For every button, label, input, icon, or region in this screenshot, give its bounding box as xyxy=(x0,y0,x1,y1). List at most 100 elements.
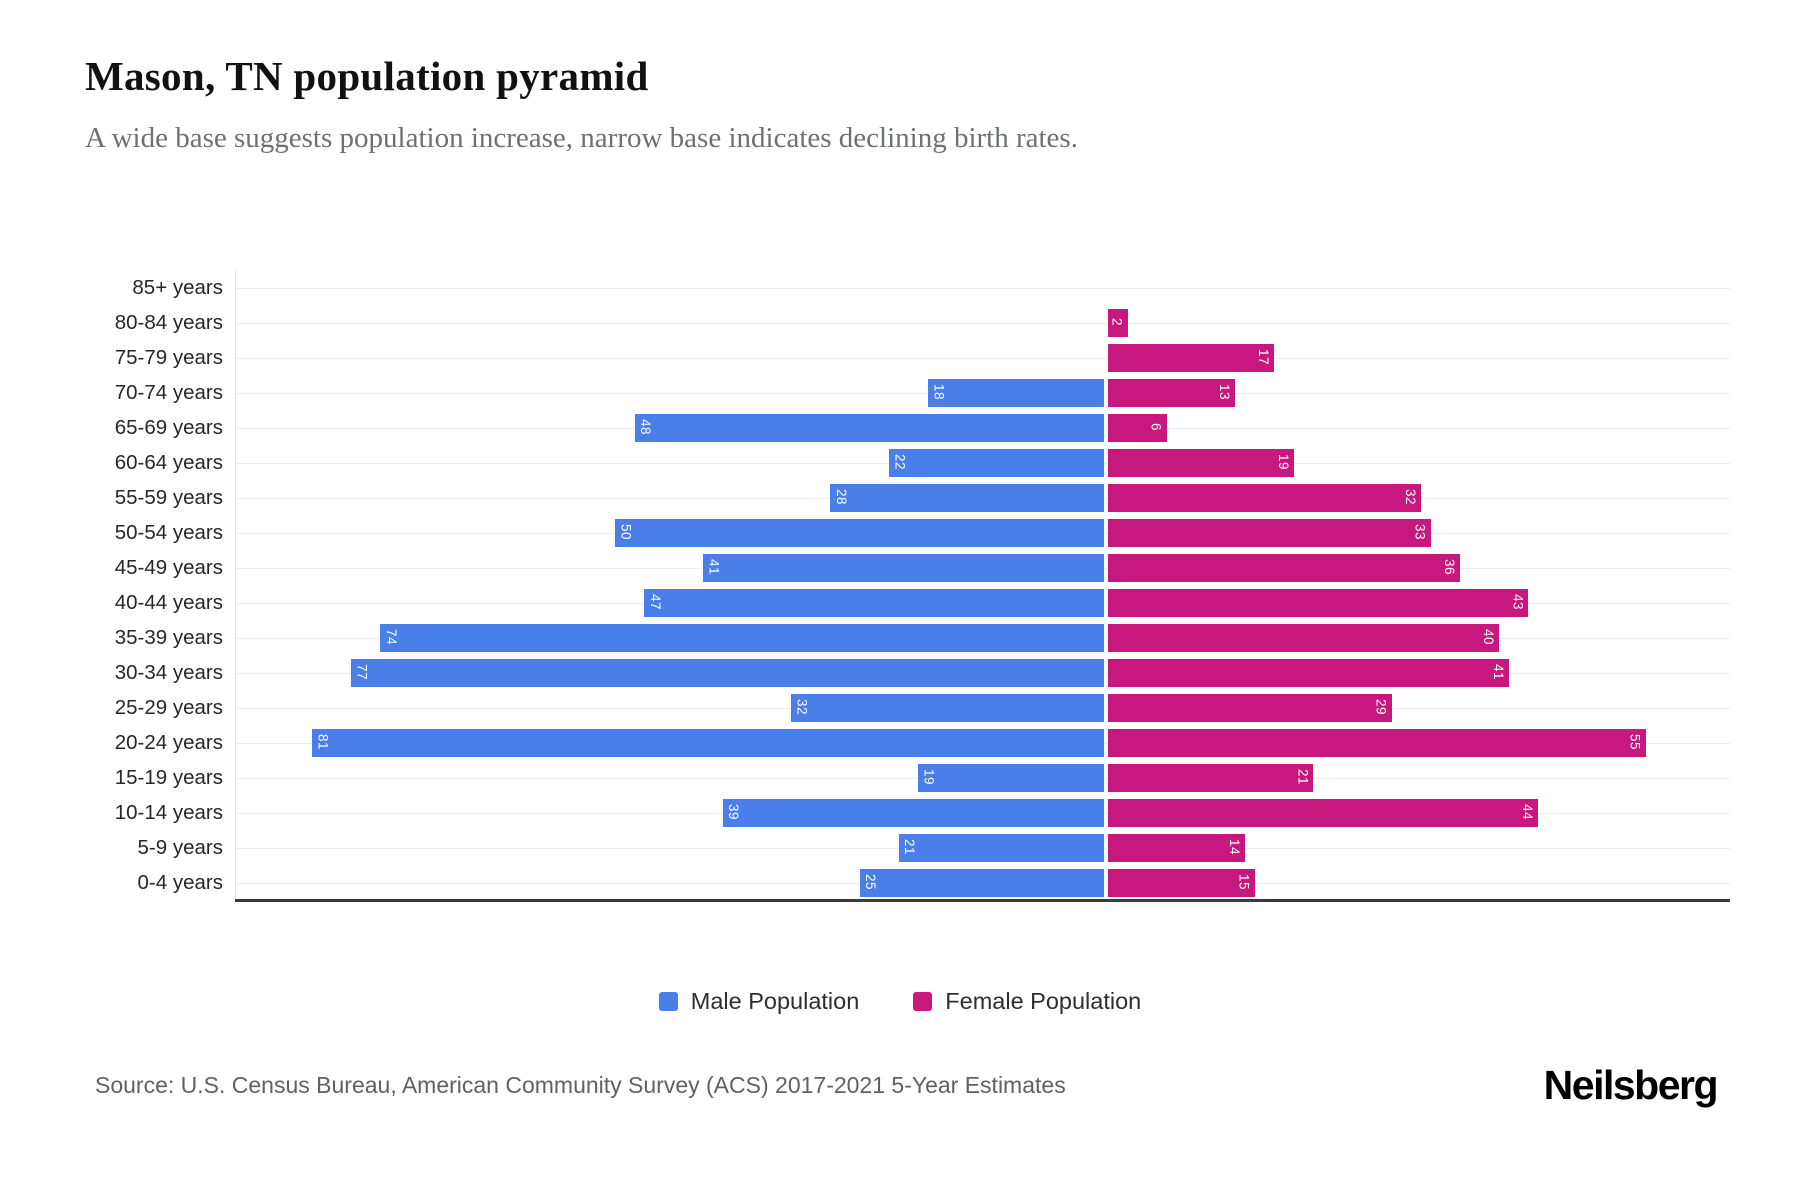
male-bar-value: 22 xyxy=(892,454,908,471)
female-bar[interactable]: 14 xyxy=(1107,833,1245,862)
source-attribution: Source: U.S. Census Bureau, American Com… xyxy=(95,1072,1066,1098)
legend-item-female[interactable]: Female Population xyxy=(913,988,1141,1015)
female-bar-value: 2 xyxy=(1109,318,1125,327)
y-axis-label: 40-44 years xyxy=(114,590,223,614)
male-bar[interactable]: 21 xyxy=(898,833,1104,862)
row-track: 25 15 xyxy=(235,865,1730,900)
male-bar-value: 39 xyxy=(726,804,742,821)
male-bar[interactable]: 48 xyxy=(634,413,1104,442)
pyramid-row: 45-49 years 41 36 xyxy=(85,550,1730,585)
row-track: 81 55 xyxy=(235,725,1730,760)
male-bar-value: 18 xyxy=(931,384,947,401)
female-bar[interactable]: 36 xyxy=(1107,553,1460,582)
female-bar-value: 29 xyxy=(1373,699,1389,716)
y-axis-label: 25-29 years xyxy=(114,695,223,719)
female-bar[interactable]: 41 xyxy=(1107,658,1509,687)
pyramid-row: 25-29 years 32 29 xyxy=(85,690,1730,725)
female-bar[interactable]: 2 xyxy=(1107,308,1128,337)
pyramid-row: 80-84 years 2 xyxy=(85,305,1730,340)
row-track: 77 41 xyxy=(235,655,1730,690)
female-bar[interactable]: 43 xyxy=(1107,588,1529,617)
row-track: 48 6 xyxy=(235,410,1730,445)
male-bar[interactable]: 32 xyxy=(791,693,1104,722)
male-bar[interactable]: 25 xyxy=(859,868,1104,897)
male-bar[interactable]: 77 xyxy=(351,658,1104,687)
y-axis-label: 55-59 years xyxy=(114,485,223,509)
row-track: 17 xyxy=(235,340,1730,375)
male-bar-value: 81 xyxy=(315,734,331,751)
pyramid-row: 70-74 years 18 13 xyxy=(85,375,1730,410)
page-subtitle: A wide base suggests population increase… xyxy=(85,122,1078,154)
row-track: 47 43 xyxy=(235,585,1730,620)
row-track: 50 33 xyxy=(235,515,1730,550)
female-bar-value: 41 xyxy=(1490,664,1506,681)
female-legend-label: Female Population xyxy=(945,988,1142,1014)
female-bar-value: 13 xyxy=(1217,384,1233,401)
male-bar-value: 77 xyxy=(354,664,370,681)
y-axis-label: 50-54 years xyxy=(114,520,223,544)
male-bar[interactable]: 41 xyxy=(703,553,1104,582)
female-bar[interactable]: 13 xyxy=(1107,378,1236,407)
male-bar-value: 47 xyxy=(647,594,663,611)
y-axis-label: 35-39 years xyxy=(114,625,223,649)
x-axis-line xyxy=(235,899,1730,902)
male-bar[interactable]: 50 xyxy=(615,518,1104,547)
female-bar-value: 17 xyxy=(1256,349,1272,366)
female-bar[interactable]: 6 xyxy=(1107,413,1167,442)
male-bar[interactable]: 22 xyxy=(888,448,1104,477)
male-bar-value: 74 xyxy=(383,629,399,646)
pyramid-row: 75-79 years 17 xyxy=(85,340,1730,375)
row-track: 22 19 xyxy=(235,445,1730,480)
row-track: 32 29 xyxy=(235,690,1730,725)
pyramid-row: 0-4 years 25 15 xyxy=(85,865,1730,900)
row-track: 39 44 xyxy=(235,795,1730,830)
pyramid-row: 15-19 years 19 21 xyxy=(85,760,1730,795)
female-bar-value: 44 xyxy=(1520,804,1536,821)
legend-item-male[interactable]: Male Population xyxy=(658,988,859,1015)
y-axis-label: 5-9 years xyxy=(137,835,223,859)
row-track: 41 36 xyxy=(235,550,1730,585)
neilsberg-logo: Neilsberg xyxy=(1543,1062,1719,1108)
y-axis-label: 75-79 years xyxy=(114,345,223,369)
male-bar[interactable]: 28 xyxy=(830,483,1104,512)
male-bar-value: 50 xyxy=(618,524,634,541)
female-bar-value: 6 xyxy=(1148,423,1164,432)
female-bar[interactable]: 21 xyxy=(1107,763,1314,792)
female-bar-value: 55 xyxy=(1627,734,1643,751)
y-axis-label: 15-19 years xyxy=(114,765,223,789)
page-title: Mason, TN population pyramid xyxy=(85,53,649,99)
female-bar[interactable]: 19 xyxy=(1107,448,1294,477)
y-axis-label: 0-4 years xyxy=(137,870,223,894)
male-bar[interactable]: 19 xyxy=(918,763,1104,792)
female-bar-value: 43 xyxy=(1510,594,1526,611)
row-track: 18 13 xyxy=(235,375,1730,410)
female-bar-value: 33 xyxy=(1412,524,1428,541)
female-legend-swatch xyxy=(913,992,933,1011)
pyramid-row: 65-69 years 48 6 xyxy=(85,410,1730,445)
male-bar[interactable]: 81 xyxy=(312,728,1104,757)
male-bar[interactable]: 39 xyxy=(722,798,1104,827)
female-bar[interactable]: 29 xyxy=(1107,693,1392,722)
row-track: 28 32 xyxy=(235,480,1730,515)
female-bar-value: 32 xyxy=(1402,489,1418,506)
female-bar[interactable]: 17 xyxy=(1107,343,1275,372)
male-bar[interactable]: 18 xyxy=(928,378,1104,407)
female-bar[interactable]: 40 xyxy=(1107,623,1500,652)
female-bar-value: 36 xyxy=(1441,559,1457,576)
female-bar-value: 40 xyxy=(1481,629,1497,646)
female-bar[interactable]: 55 xyxy=(1107,728,1646,757)
male-bar[interactable]: 47 xyxy=(644,588,1104,617)
female-bar[interactable]: 32 xyxy=(1107,483,1421,512)
pyramid-row: 5-9 years 21 14 xyxy=(85,830,1730,865)
gridline xyxy=(235,357,1730,359)
female-bar[interactable]: 44 xyxy=(1107,798,1539,827)
female-bar[interactable]: 33 xyxy=(1107,518,1431,547)
female-bar-value: 14 xyxy=(1226,839,1242,856)
y-axis-label: 30-34 years xyxy=(114,660,223,684)
gridline xyxy=(235,322,1730,324)
chart-footer: Source: U.S. Census Bureau, American Com… xyxy=(95,1062,1719,1109)
male-bar[interactable]: 74 xyxy=(380,623,1104,652)
y-axis-label: 65-69 years xyxy=(114,415,223,439)
row-track: 74 40 xyxy=(235,620,1730,655)
female-bar[interactable]: 15 xyxy=(1107,868,1255,897)
